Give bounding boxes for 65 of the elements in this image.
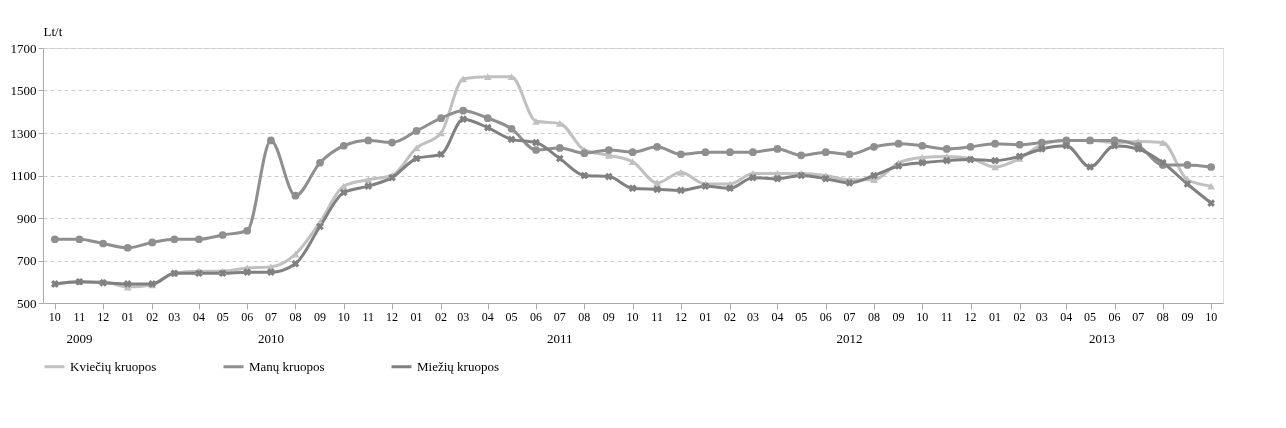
x-tick-label: 05 [216, 310, 229, 324]
x-tick-label: 10 [916, 310, 929, 324]
x-tick-label: 07 [843, 310, 856, 324]
x-tick-label: 07 [553, 310, 566, 324]
x-tick-label: 09 [314, 310, 326, 324]
x2-tick-label: 2012 [836, 331, 863, 346]
y-tick-label: 1700 [10, 40, 37, 56]
x-tick-label: 05 [1084, 310, 1097, 324]
x-tick-label: 06 [1108, 310, 1121, 324]
x2-tick-label: 2009 [66, 331, 93, 346]
x-tick-label: 12 [386, 310, 399, 324]
x-tick-label: 11 [73, 310, 86, 324]
x-tick-label: 01 [699, 310, 712, 324]
x-tick-label: 01 [121, 310, 134, 324]
x-tick-label: 04 [481, 310, 494, 324]
x-tick-label: 01 [989, 310, 1002, 324]
y-tick-label: 1500 [10, 83, 37, 98]
x-tick-label: 05 [505, 310, 518, 324]
x-tick-label: 11 [651, 310, 663, 324]
x-tick-label: 04 [192, 310, 205, 324]
x-tick-label: 08 [289, 310, 302, 324]
x-tick-label: 02 [146, 310, 159, 324]
y-tick-label: 700 [17, 253, 37, 268]
y-tick-label: 500 [17, 295, 37, 311]
x-tick-label: 07 [1132, 310, 1145, 324]
x-tick-label: 03 [746, 310, 759, 324]
x2-tick-label: 2011 [547, 331, 573, 346]
legend-label: Miežių kruopos [417, 358, 499, 374]
x-tick-label: 06 [241, 310, 254, 324]
x-tick-label: 03 [1035, 310, 1048, 324]
x-tick-label: 01 [410, 310, 423, 324]
x-tick-label: 12 [97, 310, 110, 324]
x-tick-label: 11 [941, 310, 953, 324]
x-tick-label: 06 [819, 310, 832, 324]
y-axis-title: Lt/t [43, 23, 63, 39]
x-tick-label: 02 [723, 310, 736, 324]
x-tick-label: 10 [626, 310, 639, 324]
x-tick-label: 09 [602, 310, 615, 324]
x-tick-label: 10 [337, 310, 350, 324]
x-tick-label: 04 [771, 310, 784, 324]
y-tick-label: 1100 [10, 168, 37, 183]
x-tick-label: 06 [530, 310, 543, 324]
x-tick-label: 12 [674, 310, 687, 324]
legend-label: Manų kruopos [249, 358, 325, 374]
x2-tick-label: 2010 [257, 331, 284, 346]
y-tick-label: 1300 [10, 125, 37, 141]
x-tick-label: 10 [1205, 310, 1218, 324]
x-tick-label: 12 [964, 310, 977, 324]
x-tick-label: 02 [1013, 310, 1026, 324]
x-tick-label: 09 [892, 310, 905, 324]
x-tick-label: 07 [264, 310, 277, 324]
x-tick-label: 08 [867, 310, 880, 324]
x-tick-label: 02 [435, 310, 448, 324]
x-tick-label: 11 [362, 310, 375, 324]
x-tick-label: 04 [1060, 310, 1073, 324]
x-tick-label: 08 [1156, 310, 1169, 324]
x-tick-label: 09 [1181, 310, 1194, 324]
x2-tick-label: 2013 [1088, 331, 1115, 346]
legend-label: Kviečių kruopos [70, 358, 157, 374]
x-tick-label: 03 [168, 310, 181, 324]
y-tick-label: 900 [17, 210, 37, 226]
x-tick-label: 08 [578, 310, 591, 324]
x-tick-label: 10 [48, 310, 61, 324]
x-tick-label: 03 [457, 310, 470, 324]
x-tick-label: 05 [795, 310, 808, 324]
